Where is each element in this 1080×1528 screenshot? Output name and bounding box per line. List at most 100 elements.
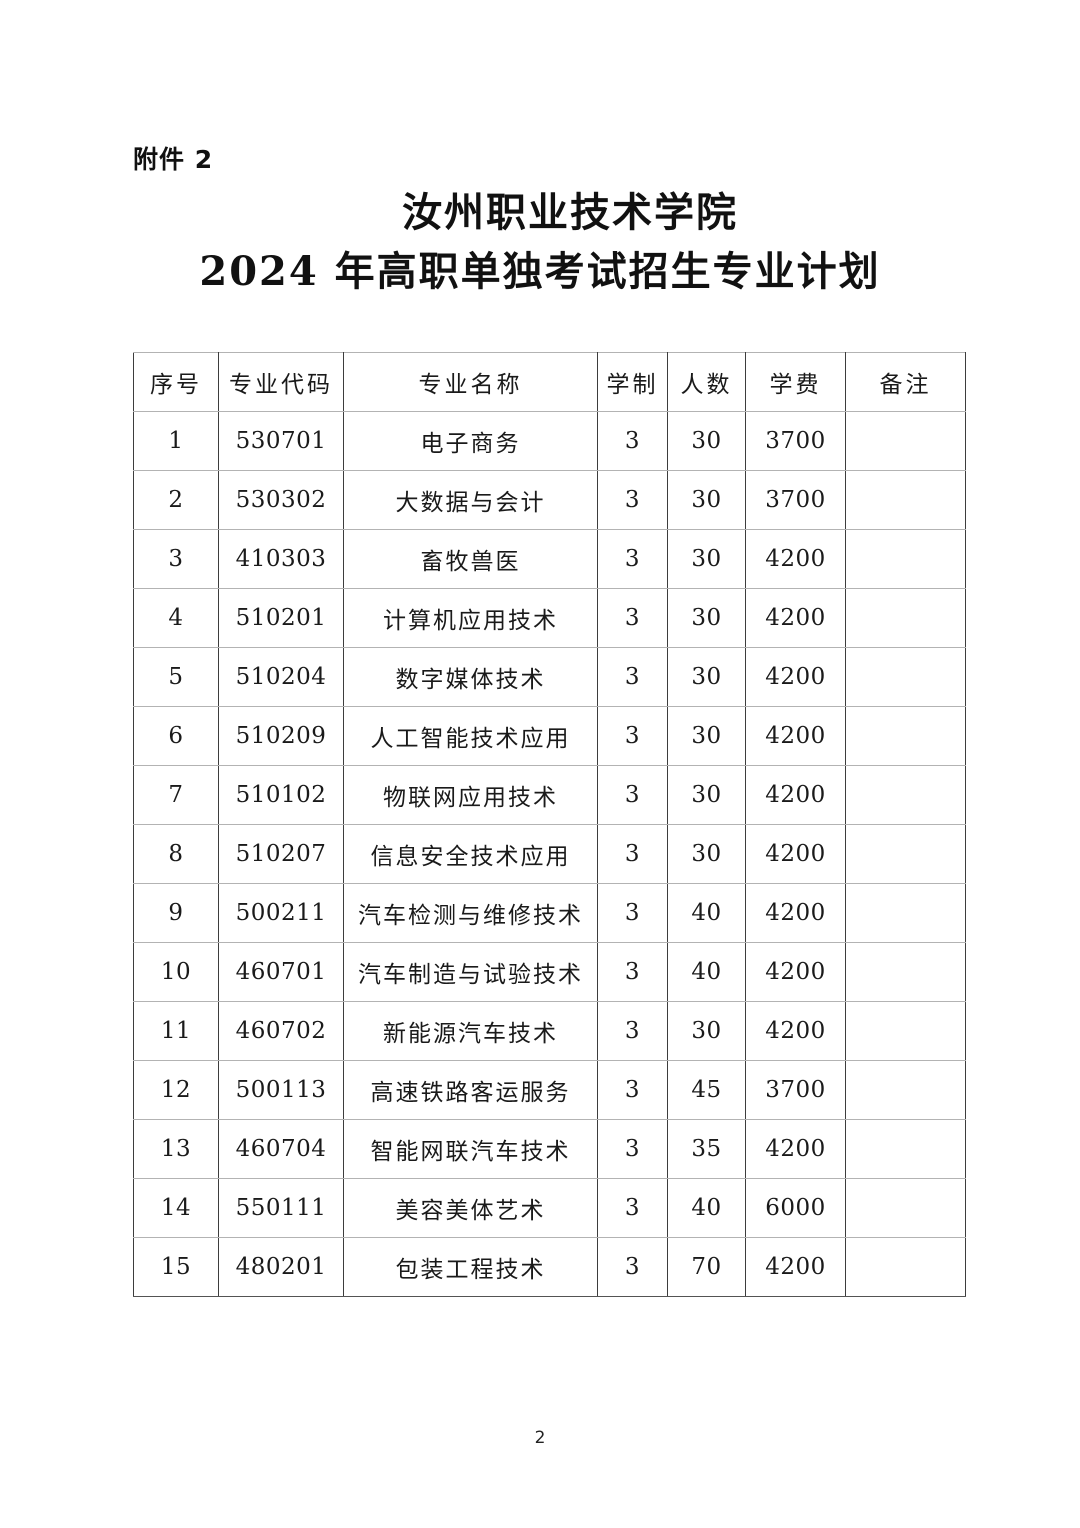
cell-count: 40 <box>667 1178 746 1238</box>
cell-count: 70 <box>667 1237 746 1297</box>
cell-seq: 8 <box>133 824 219 884</box>
cell-years: 3 <box>597 706 668 766</box>
title-line-plan: 2024 年高职单独考试招生专业计划 <box>199 248 881 295</box>
table-row: 13 460704 智能网联汽车技术 3 35 4200 <box>133 1119 966 1179</box>
cell-fee: 6000 <box>745 1178 846 1238</box>
cell-years: 3 <box>597 883 668 943</box>
cell-count: 30 <box>667 706 746 766</box>
table-row: 12 500113 高速铁路客运服务 3 45 3700 <box>133 1060 966 1120</box>
cell-seq: 13 <box>133 1119 219 1179</box>
cell-code: 530701 <box>218 411 344 471</box>
cell-years: 3 <box>597 529 668 589</box>
cell-seq: 14 <box>133 1178 219 1238</box>
table-row: 11 460702 新能源汽车技术 3 30 4200 <box>133 1001 966 1061</box>
cell-name: 新能源汽车技术 <box>343 1001 598 1061</box>
cell-name: 包装工程技术 <box>343 1237 598 1297</box>
cell-fee: 4200 <box>745 765 846 825</box>
cell-code: 510207 <box>218 824 344 884</box>
table-row: 5 510204 数字媒体技术 3 30 4200 <box>133 647 966 707</box>
cell-fee: 4200 <box>745 1001 846 1061</box>
cell-years: 3 <box>597 411 668 471</box>
cell-years: 3 <box>597 588 668 648</box>
cell-years: 3 <box>597 470 668 530</box>
cell-fee: 3700 <box>745 1060 846 1120</box>
table-row: 15 480201 包装工程技术 3 70 4200 <box>133 1237 966 1297</box>
cell-seq: 9 <box>133 883 219 943</box>
column-header-code: 专业代码 <box>218 352 344 412</box>
cell-code: 550111 <box>218 1178 344 1238</box>
table-row: 9 500211 汽车检测与维修技术 3 40 4200 <box>133 883 966 943</box>
cell-count: 40 <box>667 883 746 943</box>
table-row: 14 550111 美容美体艺术 3 40 6000 <box>133 1178 966 1238</box>
table-row: 1 530701 电子商务 3 30 3700 <box>133 411 966 471</box>
table-row: 8 510207 信息安全技术应用 3 30 4200 <box>133 824 966 884</box>
cell-note <box>845 765 966 825</box>
cell-fee: 4200 <box>745 1119 846 1179</box>
cell-fee: 3700 <box>745 470 846 530</box>
cell-note <box>845 883 966 943</box>
cell-code: 410303 <box>218 529 344 589</box>
cell-seq: 7 <box>133 765 219 825</box>
cell-note <box>845 1060 966 1120</box>
cell-years: 3 <box>597 1178 668 1238</box>
cell-name: 汽车检测与维修技术 <box>343 883 598 943</box>
cell-note <box>845 1001 966 1061</box>
cell-name: 汽车制造与试验技术 <box>343 942 598 1002</box>
page-number: 2 <box>534 1428 546 1448</box>
cell-note <box>845 942 966 1002</box>
cell-years: 3 <box>597 942 668 1002</box>
table-row: 6 510209 人工智能技术应用 3 30 4200 <box>133 706 966 766</box>
cell-seq: 11 <box>133 1001 219 1061</box>
cell-seq: 4 <box>133 588 219 648</box>
table-row: 2 530302 大数据与会计 3 30 3700 <box>133 470 966 530</box>
cell-years: 3 <box>597 1060 668 1120</box>
cell-code: 500211 <box>218 883 344 943</box>
cell-note <box>845 647 966 707</box>
cell-name: 物联网应用技术 <box>343 765 598 825</box>
cell-seq: 6 <box>133 706 219 766</box>
major-plan-table-container: 序号 专业代码 专业名称 学制 人数 学费 备注 1 530701 电子商务 3 30 3… <box>133 352 966 1297</box>
cell-seq: 10 <box>133 942 219 1002</box>
column-header-name: 专业名称 <box>343 352 598 412</box>
cell-years: 3 <box>597 647 668 707</box>
cell-code: 530302 <box>218 470 344 530</box>
attachment-label: 附件 2 <box>133 145 214 174</box>
cell-count: 30 <box>667 588 746 648</box>
cell-name: 人工智能技术应用 <box>343 706 598 766</box>
table-row: 7 510102 物联网应用技术 3 30 4200 <box>133 765 966 825</box>
cell-code: 510204 <box>218 647 344 707</box>
cell-fee: 4200 <box>745 588 846 648</box>
page-title: 汝州职业技术学院 2024 年高职单独考试招生专业计划 <box>0 185 1080 303</box>
cell-note <box>845 1178 966 1238</box>
cell-years: 3 <box>597 1001 668 1061</box>
cell-fee: 3700 <box>745 411 846 471</box>
column-header-count: 人数 <box>667 352 746 412</box>
cell-name: 电子商务 <box>343 411 598 471</box>
cell-note <box>845 529 966 589</box>
cell-fee: 4200 <box>745 1237 846 1297</box>
cell-fee: 4200 <box>745 942 846 1002</box>
table-row: 3 410303 畜牧兽医 3 30 4200 <box>133 529 966 589</box>
cell-note <box>845 824 966 884</box>
cell-seq: 15 <box>133 1237 219 1297</box>
cell-note <box>845 411 966 471</box>
cell-seq: 3 <box>133 529 219 589</box>
cell-name: 高速铁路客运服务 <box>343 1060 598 1120</box>
cell-code: 460704 <box>218 1119 344 1179</box>
cell-years: 3 <box>597 765 668 825</box>
cell-code: 510209 <box>218 706 344 766</box>
cell-code: 500113 <box>218 1060 344 1120</box>
cell-name: 美容美体艺术 <box>343 1178 598 1238</box>
cell-count: 30 <box>667 470 746 530</box>
cell-count: 35 <box>667 1119 746 1179</box>
cell-count: 45 <box>667 1060 746 1120</box>
cell-fee: 4200 <box>745 824 846 884</box>
cell-count: 30 <box>667 824 746 884</box>
cell-years: 3 <box>597 1119 668 1179</box>
cell-count: 30 <box>667 411 746 471</box>
cell-note <box>845 706 966 766</box>
cell-count: 30 <box>667 647 746 707</box>
cell-note <box>845 1237 966 1297</box>
cell-name: 数字媒体技术 <box>343 647 598 707</box>
table-row: 10 460701 汽车制造与试验技术 3 40 4200 <box>133 942 966 1002</box>
